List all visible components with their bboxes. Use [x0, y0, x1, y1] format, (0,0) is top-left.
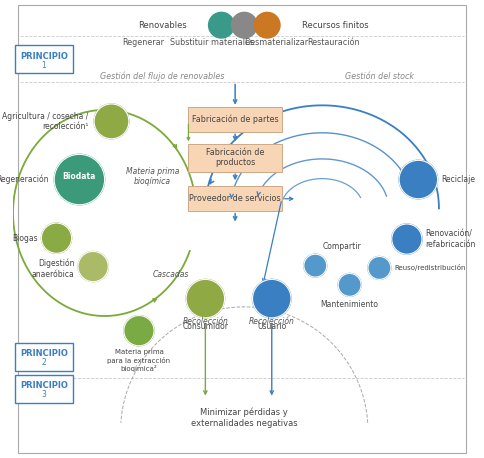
- FancyBboxPatch shape: [15, 343, 73, 371]
- Text: Fabricación de partes: Fabricación de partes: [192, 115, 278, 124]
- Circle shape: [186, 279, 225, 318]
- FancyBboxPatch shape: [15, 45, 73, 73]
- Circle shape: [392, 224, 422, 254]
- Text: Regeneración: Regeneración: [0, 175, 49, 184]
- Circle shape: [304, 254, 327, 277]
- Circle shape: [124, 316, 154, 346]
- Text: Gestión del flujo de renovables: Gestión del flujo de renovables: [100, 72, 225, 81]
- Circle shape: [54, 154, 105, 205]
- Text: Renovación/
refabricación: Renovación/ refabricación: [425, 229, 476, 249]
- Text: Regenerar: Regenerar: [122, 38, 165, 47]
- Text: Gestión del stock: Gestión del stock: [345, 72, 414, 81]
- Circle shape: [231, 12, 257, 38]
- Circle shape: [368, 256, 391, 279]
- Text: PRINCIPIO: PRINCIPIO: [20, 52, 68, 61]
- FancyBboxPatch shape: [188, 107, 282, 132]
- Circle shape: [94, 104, 129, 139]
- Circle shape: [399, 160, 438, 199]
- Text: Digestión
anaeróbica: Digestión anaeróbica: [31, 259, 75, 279]
- Text: Desmaterializar: Desmaterializar: [244, 38, 308, 47]
- Circle shape: [42, 223, 72, 253]
- Text: 1: 1: [42, 60, 46, 70]
- FancyBboxPatch shape: [188, 186, 282, 211]
- FancyBboxPatch shape: [18, 5, 466, 453]
- Text: Biogas: Biogas: [12, 234, 38, 243]
- Circle shape: [338, 273, 361, 296]
- Text: PRINCIPIO: PRINCIPIO: [20, 349, 68, 359]
- Text: Consumidor: Consumidor: [182, 322, 228, 331]
- FancyBboxPatch shape: [188, 144, 282, 172]
- Text: Fabricación de
productos: Fabricación de productos: [206, 148, 264, 168]
- Circle shape: [209, 12, 234, 38]
- Text: Mantenimiento: Mantenimiento: [320, 300, 378, 309]
- Text: Materia prima
bioqímica: Materia prima bioqímica: [126, 167, 180, 186]
- Circle shape: [253, 279, 291, 318]
- Text: Recolección: Recolección: [249, 317, 295, 326]
- Text: 2: 2: [42, 358, 46, 367]
- Text: Recursos finitos: Recursos finitos: [302, 21, 368, 30]
- Text: Agricultura / cosecha /
recolección¹: Agricultura / cosecha / recolección¹: [2, 112, 89, 131]
- Circle shape: [78, 251, 108, 282]
- Text: Restauración: Restauración: [307, 38, 360, 47]
- Text: Minimizar pérdidas y
externalidades negativas: Minimizar pérdidas y externalidades nega…: [191, 408, 298, 428]
- Circle shape: [255, 12, 280, 38]
- Text: Recolección: Recolección: [182, 317, 228, 326]
- Text: 3: 3: [42, 390, 46, 399]
- Text: Reuso/redistribución: Reuso/redistribución: [394, 264, 466, 272]
- Text: Proveedor de servicios: Proveedor de servicios: [189, 194, 281, 203]
- Text: Compartir: Compartir: [323, 241, 362, 251]
- FancyBboxPatch shape: [15, 375, 73, 403]
- Text: Usuario: Usuario: [257, 322, 287, 331]
- Text: Cascadas: Cascadas: [153, 270, 189, 279]
- Text: PRINCIPIO: PRINCIPIO: [20, 382, 68, 391]
- Text: Materia prima
para la extracción
bioqímica²: Materia prima para la extracción bioqími…: [107, 349, 170, 372]
- Text: Renovables: Renovables: [138, 21, 187, 30]
- Text: Reciclaje: Reciclaje: [441, 175, 475, 184]
- Text: Biodata: Biodata: [63, 172, 96, 181]
- Text: Substituir materiales: Substituir materiales: [170, 38, 254, 47]
